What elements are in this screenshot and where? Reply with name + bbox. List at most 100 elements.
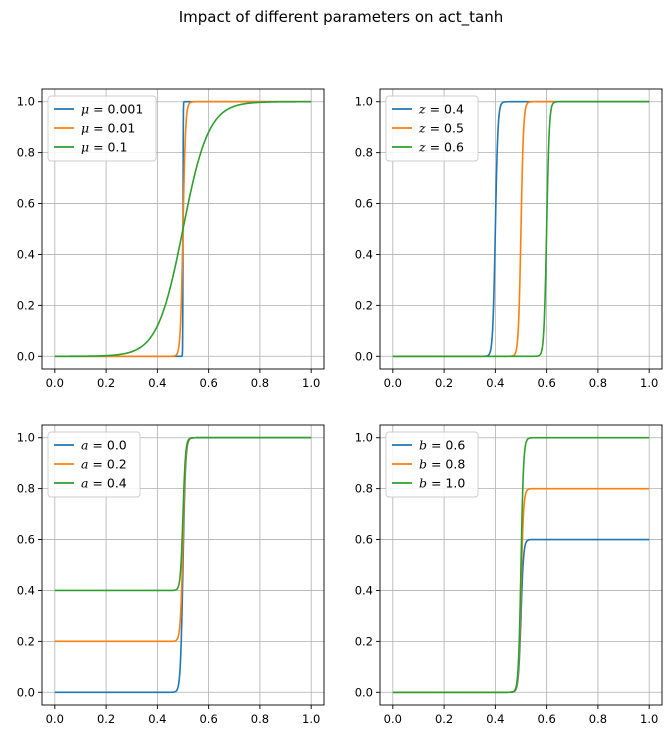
x-tick-label: 0.8 <box>251 376 269 390</box>
legend-symbol: μ <box>81 102 89 117</box>
subplot-grid: 0.0 0.2 0.4 0.6 0.8 1.0 0.0 0.2 0.4 0.6 0.8 1.0 μ = … <box>17 88 663 726</box>
x-tick-label: 0.6 <box>199 712 217 726</box>
x-tick-label: 0.8 <box>251 712 269 726</box>
legend-symbol: a <box>81 457 88 472</box>
legend-entry-label: z = 0.5 <box>418 121 464 136</box>
axes-frame <box>41 88 325 370</box>
x-tick-label: 0.0 <box>384 376 402 390</box>
legend-entry-label: a = 0.4 <box>81 476 127 491</box>
legend-box <box>385 431 479 498</box>
x-tick-label: 0.4 <box>148 712 166 726</box>
legend: b = 0.6b = 0.8b = 1.0 <box>385 431 479 498</box>
y-tick-label: 1.0 <box>355 431 373 445</box>
series-line-3 <box>392 100 650 358</box>
series-line-3 <box>54 100 312 358</box>
y-tick-label: 0.6 <box>17 533 35 547</box>
y-tick-label: 0.0 <box>17 685 35 699</box>
legend-value: = 0.8 <box>427 457 465 472</box>
x-tick-label: 1.0 <box>640 376 658 390</box>
y-tick-label: 0.4 <box>17 583 35 597</box>
figure-title: Impact of different parameters on act_ta… <box>179 8 503 27</box>
legend-symbol: b <box>419 476 427 491</box>
legend-entry-label: μ = 0.1 <box>81 140 127 155</box>
y-tick-label: 0.8 <box>17 482 35 496</box>
y-tick-label: 0.8 <box>355 482 373 496</box>
legend-value: = 0.4 <box>88 476 126 491</box>
y-tick-label: 0.6 <box>355 197 373 211</box>
y-tick-label: 0.2 <box>17 298 35 312</box>
legend-value: = 0.1 <box>89 140 127 155</box>
legend-value: = 0.4 <box>426 102 464 117</box>
y-tick-label: 1.0 <box>17 95 35 109</box>
legend-entry-label: z = 0.6 <box>418 140 464 155</box>
legend-value: = 0.0 <box>88 438 126 453</box>
x-tick-label: 1.0 <box>302 712 320 726</box>
legend-symbol: a <box>81 438 88 453</box>
legend-entry-label: μ = 0.001 <box>81 102 143 117</box>
y-tick-label: 0.4 <box>355 583 373 597</box>
x-tick-label: 0.8 <box>589 712 607 726</box>
x-tick-label: 1.0 <box>302 376 320 390</box>
y-tick-label: 0.8 <box>17 146 35 160</box>
legend-entry-label: b = 0.8 <box>419 457 465 472</box>
legend-value: = 0.6 <box>427 438 465 453</box>
y-tick-label: 0.0 <box>355 349 373 363</box>
x-tick-label: 0.4 <box>486 376 504 390</box>
x-tick-label: 0.6 <box>537 712 555 726</box>
legend-box <box>47 95 157 162</box>
y-tick-label: 0.6 <box>355 533 373 547</box>
legend-entry-label: a = 0.0 <box>81 438 127 453</box>
legend-symbol: b <box>419 457 427 472</box>
legend-value: = 0.001 <box>89 102 143 117</box>
legend-box <box>385 95 479 162</box>
axes-frame <box>379 88 663 370</box>
x-tick-label: 0.0 <box>46 376 64 390</box>
legend-entry-label: z = 0.4 <box>418 102 464 117</box>
y-tick-label: 1.0 <box>355 95 373 109</box>
axes-frame <box>379 424 663 706</box>
series-line-3 <box>54 436 312 592</box>
y-tick-label: 0.2 <box>355 298 373 312</box>
subplot-4: 0.0 0.2 0.4 0.6 0.8 1.0 0.0 0.2 0.4 0.6 0.8 1.0 b = … <box>355 424 663 726</box>
x-tick-label: 0.4 <box>148 376 166 390</box>
legend-entry-label: b = 0.6 <box>419 438 465 453</box>
legend-entry-label: μ = 0.01 <box>81 121 135 136</box>
x-tick-label: 0.2 <box>97 376 115 390</box>
legend-entry-label: b = 1.0 <box>419 476 465 491</box>
legend-box <box>47 431 141 498</box>
legend-symbol: z <box>418 140 426 155</box>
legend-symbol: z <box>418 102 426 117</box>
x-tick-label: 0.6 <box>199 376 217 390</box>
x-tick-label: 0.0 <box>46 712 64 726</box>
legend-value: = 0.01 <box>89 121 135 136</box>
legend-value: = 0.2 <box>88 457 126 472</box>
y-tick-label: 0.4 <box>17 247 35 261</box>
y-tick-label: 0.2 <box>17 634 35 648</box>
y-tick-label: 0.8 <box>355 146 373 160</box>
x-tick-label: 0.6 <box>537 376 555 390</box>
legend-value: = 0.6 <box>426 140 464 155</box>
y-tick-label: 0.6 <box>17 197 35 211</box>
subplot-2: 0.0 0.2 0.4 0.6 0.8 1.0 0.0 0.2 0.4 0.6 0.8 1.0 z = … <box>355 88 663 390</box>
legend-entry-label: a = 0.2 <box>81 457 127 472</box>
x-tick-label: 1.0 <box>640 712 658 726</box>
x-tick-label: 0.4 <box>486 712 504 726</box>
legend-value: = 1.0 <box>427 476 465 491</box>
y-tick-label: 1.0 <box>17 431 35 445</box>
y-tick-label: 0.0 <box>355 685 373 699</box>
series-line-3 <box>392 436 650 694</box>
x-tick-label: 0.0 <box>384 712 402 726</box>
y-tick-label: 0.2 <box>355 634 373 648</box>
y-tick-label: 0.0 <box>17 349 35 363</box>
legend: a = 0.0a = 0.2a = 0.4 <box>47 431 141 498</box>
x-tick-label: 0.2 <box>435 712 453 726</box>
legend-value: = 0.5 <box>426 121 464 136</box>
subplot-3: 0.0 0.2 0.4 0.6 0.8 1.0 0.0 0.2 0.4 0.6 0.8 1.0 a = … <box>17 424 325 726</box>
x-tick-label: 0.2 <box>97 712 115 726</box>
legend-symbol: b <box>419 438 427 453</box>
axes-frame <box>41 424 325 706</box>
legend-symbol: a <box>81 476 88 491</box>
x-tick-label: 0.2 <box>435 376 453 390</box>
